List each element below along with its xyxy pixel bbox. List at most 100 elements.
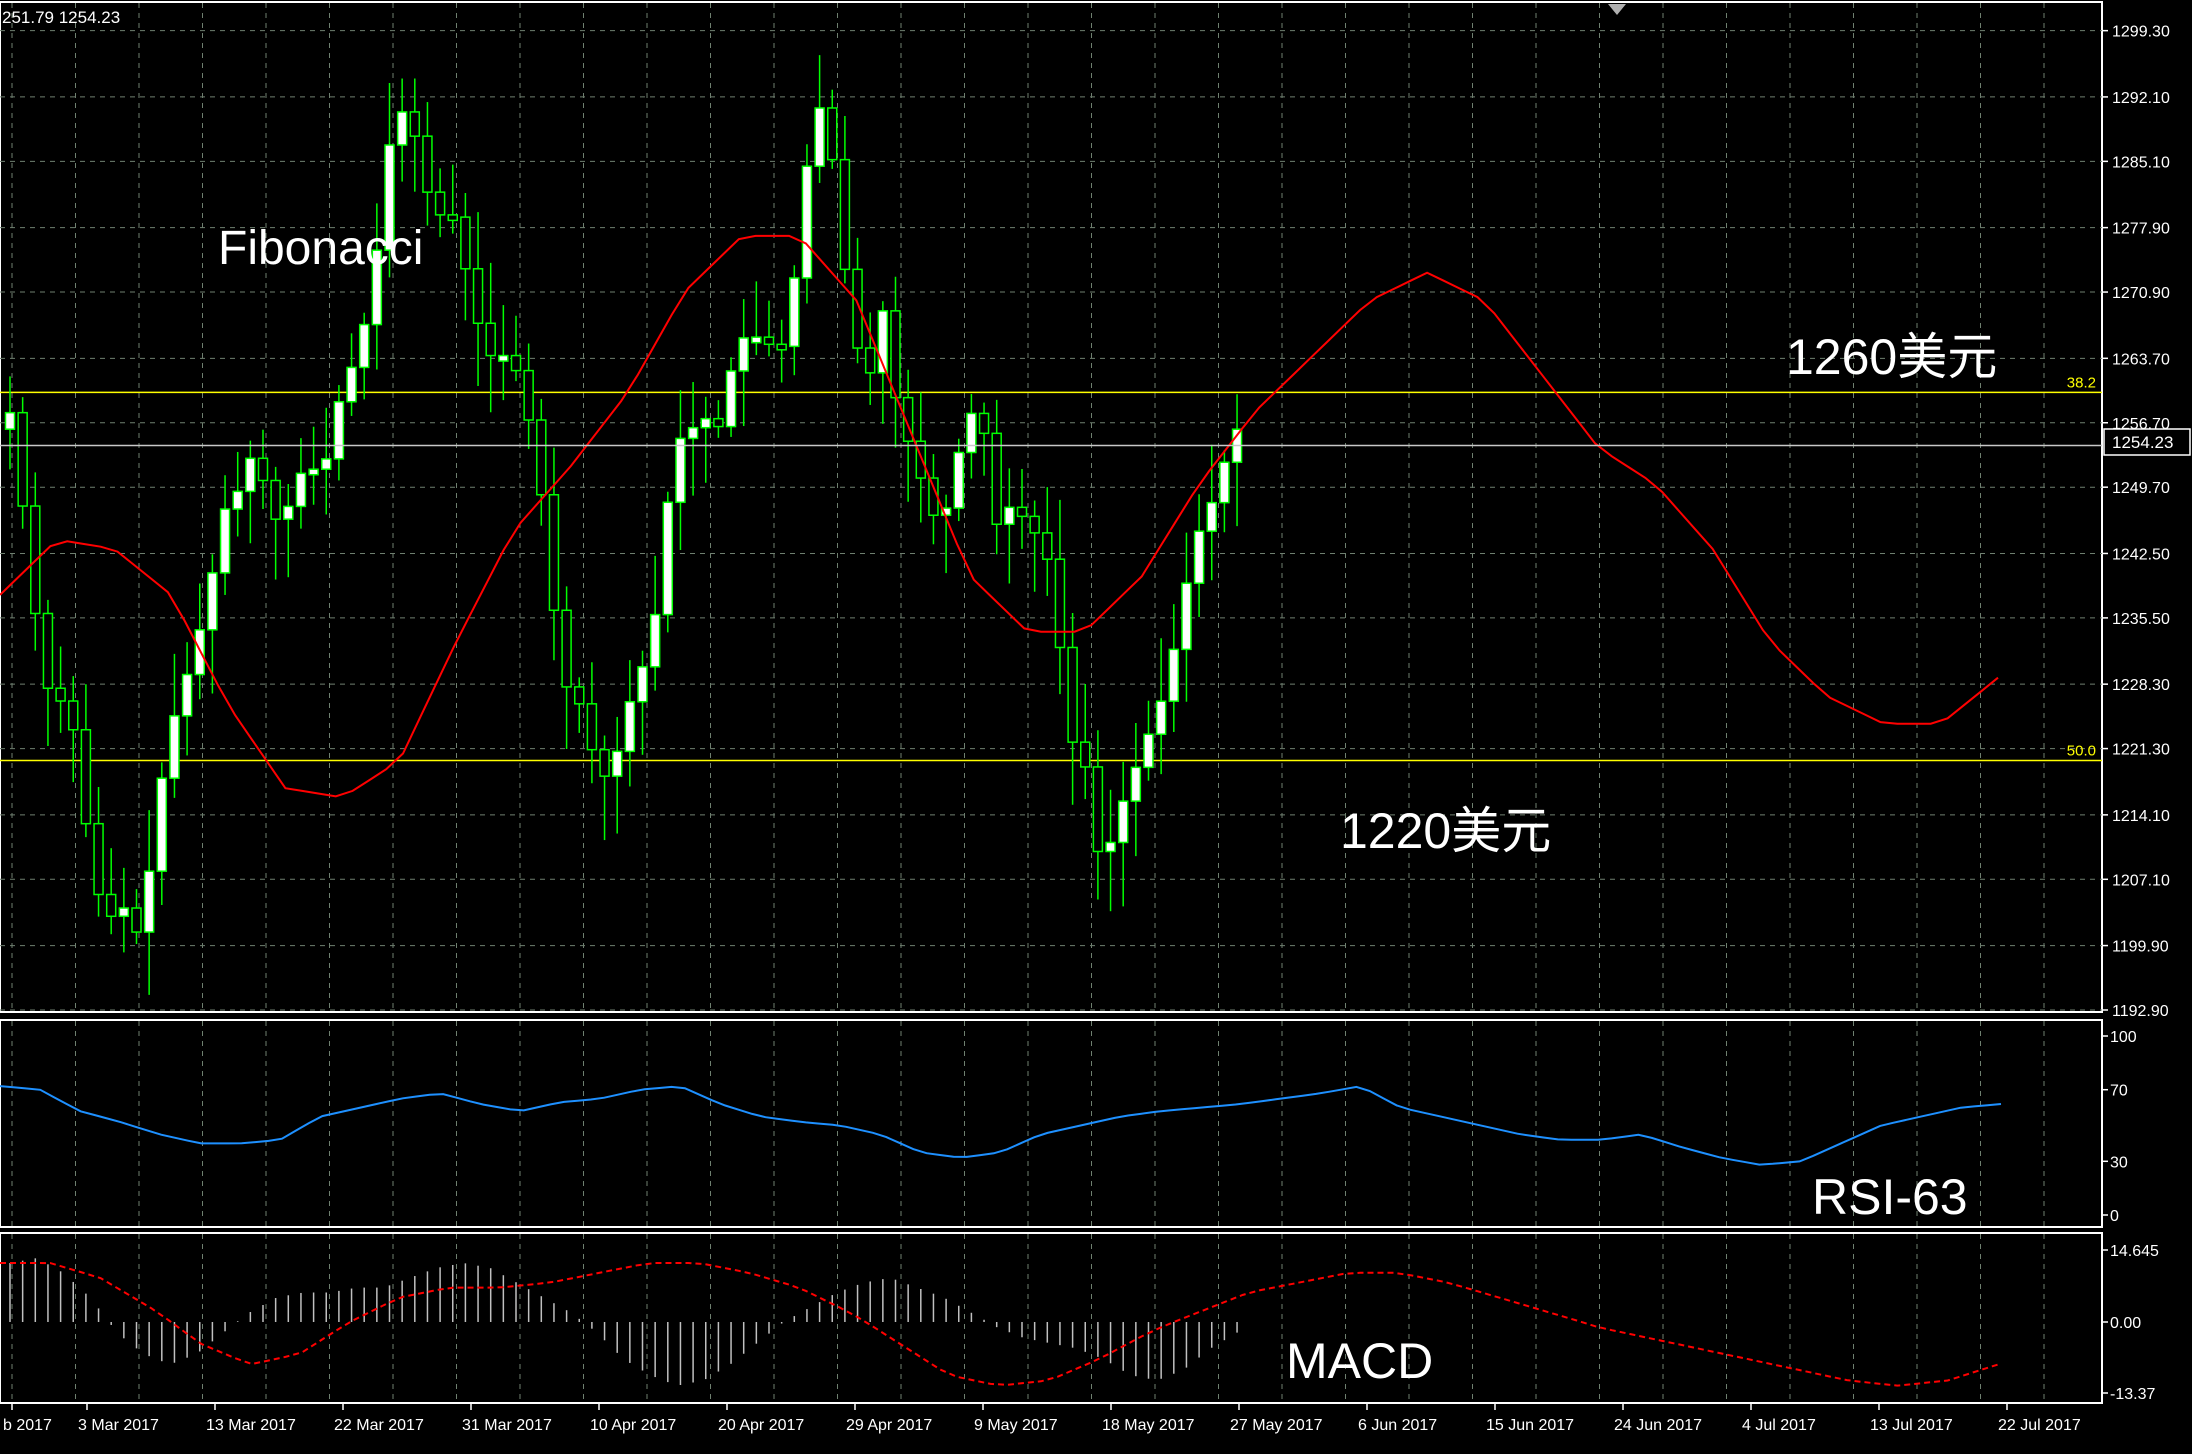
candle-body — [675, 437, 686, 504]
macd-label: MACD — [1286, 1333, 1433, 1389]
candle-body — [1143, 733, 1154, 769]
date-tick-label: 27 May 2017 — [1230, 1417, 1323, 1434]
candle-body — [763, 336, 775, 346]
candle-body — [523, 369, 534, 421]
price-tick-label: 1249.70 — [2112, 480, 2170, 497]
current-price-value: 1254.23 — [2112, 433, 2173, 452]
candle-body — [232, 490, 243, 510]
candle-body — [877, 310, 889, 374]
candle-body — [915, 440, 927, 479]
candle-body — [1080, 741, 1091, 768]
candle-body — [4, 411, 16, 430]
candle-body — [1054, 558, 1066, 649]
candle-body — [864, 347, 876, 374]
candle-body — [801, 165, 813, 279]
candle-body — [738, 337, 749, 372]
candle-body — [536, 419, 547, 496]
rsi-tick-label: 70 — [2110, 1083, 2128, 1100]
candle-body — [814, 107, 825, 167]
candle-body — [118, 907, 130, 918]
macd-tick-label: 0.00 — [2110, 1315, 2141, 1332]
macd-tick-label: 14.645 — [2110, 1243, 2159, 1260]
candle-body — [890, 310, 901, 399]
date-tick-label: 29 Apr 2017 — [846, 1417, 932, 1434]
candle-body — [485, 322, 496, 357]
rsi-tick-label: 0 — [2110, 1208, 2119, 1225]
candle-body — [1219, 461, 1230, 504]
price-tick-label: 1214.10 — [2112, 808, 2170, 825]
candle-body — [257, 457, 269, 482]
candle-body — [649, 613, 661, 668]
panel-frames — [0, 1, 2103, 1404]
candle-body — [1181, 582, 1192, 651]
date-tick-label: 9 May 2017 — [974, 1417, 1058, 1434]
rsi-label: RSI-63 — [1812, 1169, 1968, 1225]
candle-body — [169, 715, 180, 779]
candle-body — [143, 870, 155, 933]
candle-body — [510, 354, 522, 372]
candle-body — [561, 609, 572, 688]
candle-body — [321, 458, 332, 470]
candle-body — [599, 748, 610, 777]
candle-body — [991, 432, 1002, 525]
price-panel-frame — [0, 1, 2103, 1013]
candle-body — [662, 501, 674, 616]
candle-body — [574, 686, 585, 705]
rsi-panel-frame — [0, 1019, 2103, 1228]
shift-marker-icon[interactable] — [1608, 4, 1626, 15]
candle-body — [55, 687, 66, 702]
price-tick-label: 1299.30 — [2112, 24, 2170, 41]
candle-body — [611, 750, 623, 777]
candle-body — [93, 822, 104, 896]
rsi-tick-label: 30 — [2110, 1154, 2128, 1171]
candle-body — [1029, 515, 1040, 534]
candle-body — [181, 673, 193, 717]
date-tick-label: 13 Jul 2017 — [1870, 1417, 1953, 1434]
price-tick-label: 1199.90 — [2112, 939, 2169, 956]
candle-body — [725, 370, 737, 428]
candle-body — [346, 366, 357, 403]
candle-body — [68, 700, 79, 731]
candle-body — [472, 268, 484, 325]
candle-body — [637, 666, 648, 703]
candle-body — [80, 729, 92, 825]
date-tick-label: b 2017 — [3, 1417, 52, 1434]
candle-body — [409, 111, 421, 137]
date-tick-label: 22 Mar 2017 — [334, 1417, 424, 1434]
candle-body — [1067, 646, 1078, 743]
candle-body — [751, 336, 762, 344]
candle-body — [156, 777, 168, 872]
candle-body — [295, 472, 307, 508]
macd-tick-label: -13.37 — [2110, 1386, 2155, 1403]
candle-body — [586, 703, 598, 751]
price-tick-label: 1192.90 — [2112, 1003, 2169, 1020]
date-tick-label: 31 Mar 2017 — [462, 1417, 552, 1434]
candle-body — [422, 135, 433, 193]
fib-level-label: 50.0 — [2067, 743, 2096, 760]
price-tick-label: 1221.30 — [2112, 742, 2170, 759]
fibonacci-label: Fibonacci — [218, 222, 423, 275]
candle-body — [447, 214, 458, 222]
candle-body — [966, 412, 977, 454]
candle-body — [219, 508, 231, 574]
candle-body — [1193, 530, 1205, 584]
candle-body — [358, 323, 370, 369]
date-tick-label: 13 Mar 2017 — [206, 1417, 296, 1434]
candle-body — [384, 144, 395, 251]
date-tick-label: 6 Jun 2017 — [1358, 1417, 1437, 1434]
upper-price-label: 1260美元 — [1786, 329, 1997, 385]
candle-body — [207, 572, 218, 631]
candlesticks — [4, 55, 1243, 995]
date-tick-label: 10 Apr 2017 — [590, 1417, 676, 1434]
date-tick-label: 15 Jun 2017 — [1486, 1417, 1574, 1434]
candle-body — [839, 158, 851, 271]
candle-body — [700, 417, 711, 429]
candle-body — [1130, 766, 1142, 802]
price-tick-label: 1292.10 — [2112, 90, 2170, 107]
candle-body — [131, 907, 142, 933]
candle-body — [434, 191, 446, 216]
candle-body — [105, 893, 117, 918]
candle-body — [498, 354, 509, 362]
candle-body — [396, 111, 408, 146]
